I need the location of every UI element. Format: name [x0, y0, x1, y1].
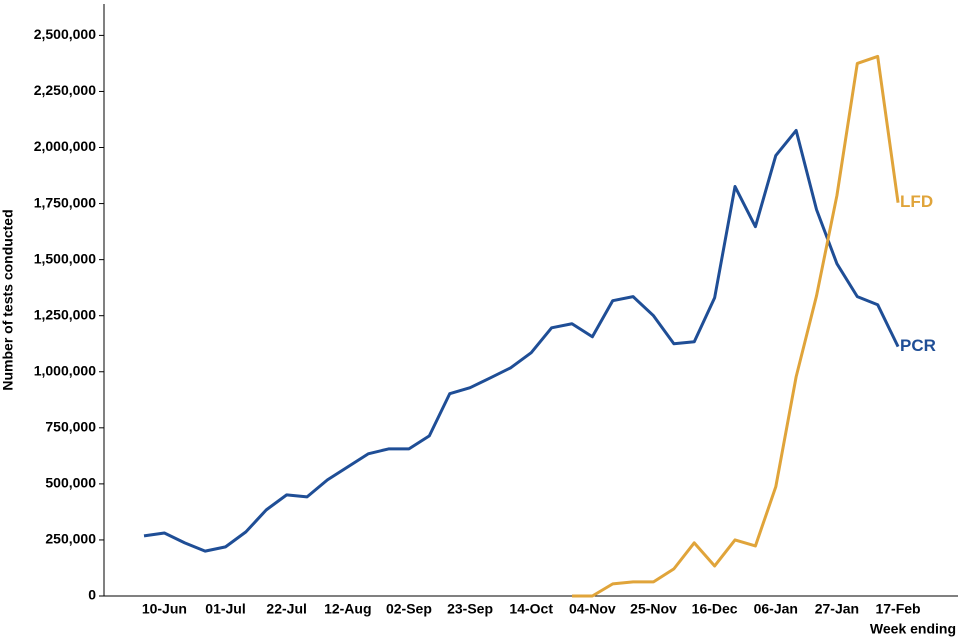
- y-tick-label: 750,000: [45, 419, 96, 435]
- y-tick-label: 250,000: [45, 531, 96, 547]
- y-tick-label: 0: [88, 587, 96, 603]
- x-tick-label: 27-Jan: [815, 601, 859, 617]
- x-tick-label: 10-Jun: [142, 601, 187, 617]
- y-tick-label: 2,500,000: [34, 26, 96, 42]
- x-tick-label: 25-Nov: [630, 601, 677, 617]
- series-label: LFD: [900, 192, 933, 211]
- y-tick-label: 500,000: [45, 475, 96, 491]
- x-tick-label: 04-Nov: [569, 601, 616, 617]
- x-tick-label: 01-Jul: [205, 601, 245, 617]
- x-tick-label: 16-Dec: [692, 601, 738, 617]
- x-tick-label: 12-Aug: [324, 601, 371, 617]
- y-tick-label: 2,000,000: [34, 138, 96, 154]
- x-axis-title: Week ending: [870, 621, 956, 637]
- line: [143, 128, 900, 553]
- y-tick-label: 1,500,000: [34, 250, 96, 266]
- x-tick-label: 22-Jul: [266, 601, 306, 617]
- y-tick-label: 2,250,000: [34, 82, 96, 98]
- series-label: PCR: [900, 336, 936, 355]
- x-tick-label: 14-Oct: [509, 601, 553, 617]
- line: [571, 54, 900, 598]
- y-axis-title: Number of tests conducted: [0, 209, 16, 390]
- x-tick-label: 06-Jan: [754, 601, 798, 617]
- x-tick-label: 23-Sep: [447, 601, 493, 617]
- y-tick-label: 1,750,000: [34, 194, 96, 210]
- y-tick-label: 1,250,000: [34, 306, 96, 322]
- y-tick-label: 1,000,000: [34, 362, 96, 378]
- x-tick-label: 17-Feb: [875, 601, 920, 617]
- x-tick-label: 02-Sep: [386, 601, 432, 617]
